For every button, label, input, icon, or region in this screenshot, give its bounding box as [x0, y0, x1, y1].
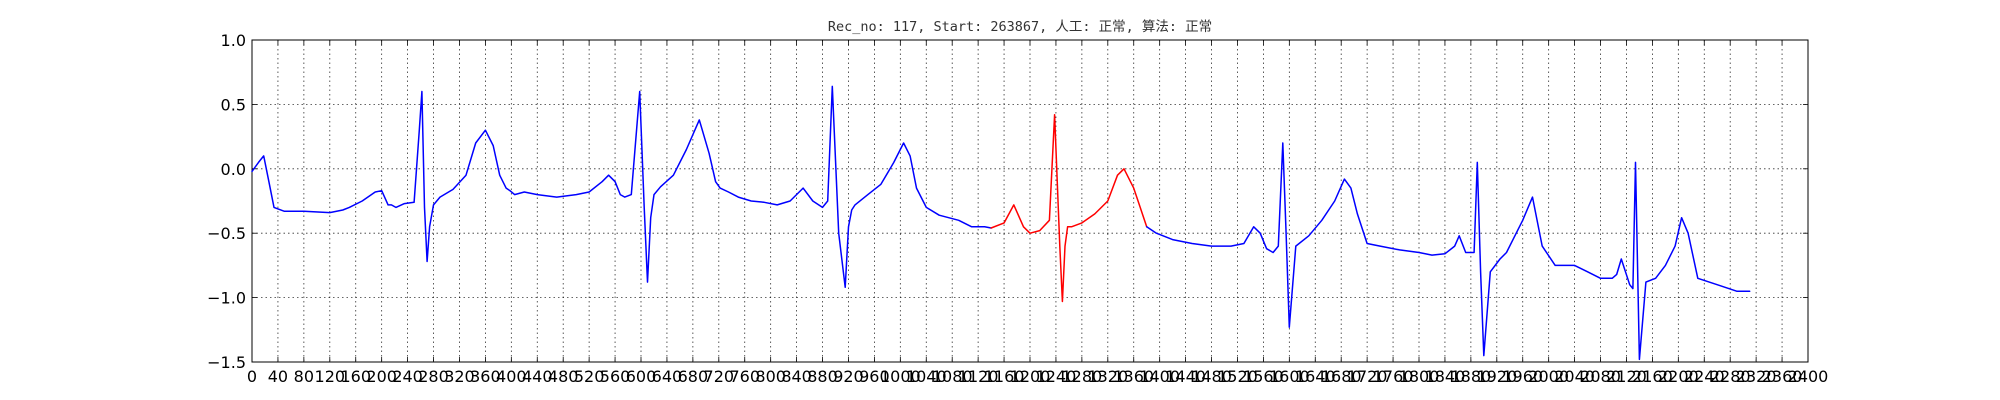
x-tick-label: 640	[652, 367, 683, 386]
x-tick-label: 2240	[1684, 367, 1725, 386]
x-tick-label: 1720	[1347, 367, 1388, 386]
x-tick-label: 400	[496, 367, 527, 386]
x-tick-label: 960	[859, 367, 890, 386]
y-axis: 1.0 0.5 0.0 −0.5 −1.0 −1.5	[207, 31, 1808, 372]
x-tick-label: 2400	[1788, 367, 1829, 386]
x-tick-label: 480	[548, 367, 579, 386]
x-tick-label: 760	[729, 367, 760, 386]
x-tick-label: 200	[366, 367, 397, 386]
x-tick-label: 120	[315, 367, 346, 386]
x-tick-label: 280	[418, 367, 449, 386]
ecg-series-line-3	[1145, 142, 1751, 361]
x-tick-label: 1160	[984, 367, 1025, 386]
y-tick-label: −1.5	[207, 353, 246, 372]
ecg-series-group	[251, 85, 1751, 361]
x-tick-label: 1240	[1036, 367, 1077, 386]
x-tick-label: 1680	[1321, 367, 1362, 386]
x-tick-label: 2120	[1606, 367, 1647, 386]
x-tick-label: 1120	[958, 367, 999, 386]
x-tick-label: 2160	[1632, 367, 1673, 386]
x-tick-label: 1440	[1165, 367, 1206, 386]
x-tick-label: 800	[755, 367, 786, 386]
x-tick-label: 1840	[1425, 367, 1466, 386]
x-tick-label: 1880	[1451, 367, 1492, 386]
x-tick-label: 1920	[1476, 367, 1517, 386]
x-tick-label: 1600	[1269, 367, 1310, 386]
x-tick-label: 1200	[1010, 367, 1051, 386]
y-tick-label: −1.0	[207, 289, 246, 308]
x-tick-label: 2280	[1710, 367, 1751, 386]
ecg-series-line-1	[251, 85, 992, 289]
y-tick-label: 1.0	[221, 31, 246, 50]
plot-frame	[251, 39, 1809, 363]
x-tick-label: 2360	[1762, 367, 1803, 386]
x-tick-label: 560	[600, 367, 631, 386]
x-tick-label: 680	[678, 367, 709, 386]
x-tick-label: 1800	[1399, 367, 1440, 386]
x-tick-label: 1000	[880, 367, 921, 386]
x-tick-label: 520	[574, 367, 605, 386]
x-tick-label: 1280	[1062, 367, 1103, 386]
y-tick-label: −0.5	[207, 224, 246, 243]
x-tick-label: 1360	[1113, 367, 1154, 386]
x-tick-label: 1760	[1373, 367, 1414, 386]
x-tick-label: 240	[392, 367, 423, 386]
x-tick-label: 360	[470, 367, 501, 386]
x-tick-label: 1320	[1087, 367, 1128, 386]
x-tick-label: 2080	[1580, 367, 1621, 386]
chart-title: Rec_no: 117, Start: 263867, 人工: 正常, 算法: …	[828, 19, 1212, 35]
y-tick-label: 0.0	[221, 160, 246, 179]
x-tick-label: 1520	[1217, 367, 1258, 386]
x-tick-label: 80	[294, 367, 314, 386]
x-tick-label: 2040	[1554, 367, 1595, 386]
grid	[252, 40, 1808, 362]
x-tick-label: 2200	[1658, 367, 1699, 386]
x-tick-label: 440	[522, 367, 553, 386]
x-tick-label: 2320	[1736, 367, 1777, 386]
x-tick-label: 1400	[1139, 367, 1180, 386]
x-tick-label: 320	[444, 367, 475, 386]
x-tick-label: 1040	[906, 367, 947, 386]
x-tick-label: 160	[340, 367, 371, 386]
x-tick-label: 2000	[1528, 367, 1569, 386]
x-tick-label: 840	[781, 367, 812, 386]
x-axis: 0 40 80 12016020024028032036040044048052056…	[247, 40, 1828, 386]
x-tick-label: 1960	[1502, 367, 1543, 386]
x-tick-label: 40	[268, 367, 288, 386]
x-tick-label: 920	[833, 367, 864, 386]
x-tick-label: 1080	[932, 367, 973, 386]
ecg-series-line-2	[990, 113, 1148, 303]
x-tick-label: 1560	[1243, 367, 1284, 386]
x-tick-label: 1480	[1191, 367, 1232, 386]
x-tick-label: 1640	[1295, 367, 1336, 386]
x-tick-label: 880	[807, 367, 838, 386]
x-tick-label: 720	[704, 367, 735, 386]
x-tick-label: 0	[247, 367, 257, 386]
y-tick-label: 0.5	[221, 95, 246, 114]
x-tick-label: 600	[626, 367, 657, 386]
